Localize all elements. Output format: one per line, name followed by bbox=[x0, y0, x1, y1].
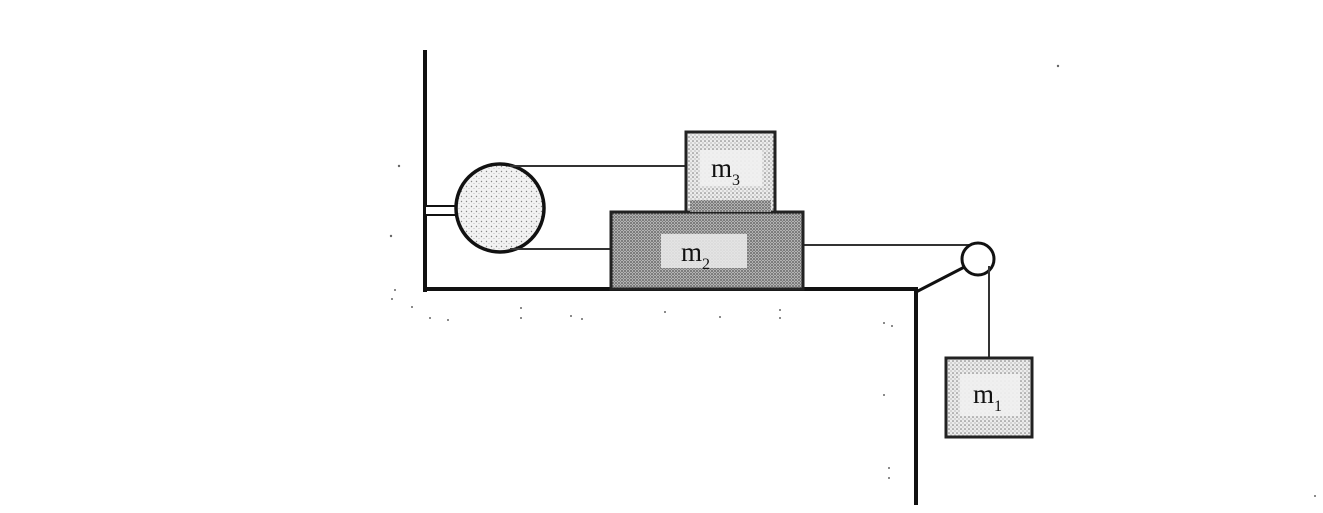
m3-label: m3 bbox=[711, 153, 740, 189]
block-m3: m3 bbox=[684, 130, 777, 214]
block-m1: m1 bbox=[944, 356, 1034, 439]
m1-label: m1 bbox=[973, 379, 1002, 415]
right-pulley bbox=[960, 241, 996, 277]
left-pulley bbox=[454, 162, 546, 254]
m2-label: m2 bbox=[681, 237, 710, 273]
scan-specks bbox=[389, 64, 1316, 497]
block-m2: m2 bbox=[609, 210, 805, 291]
